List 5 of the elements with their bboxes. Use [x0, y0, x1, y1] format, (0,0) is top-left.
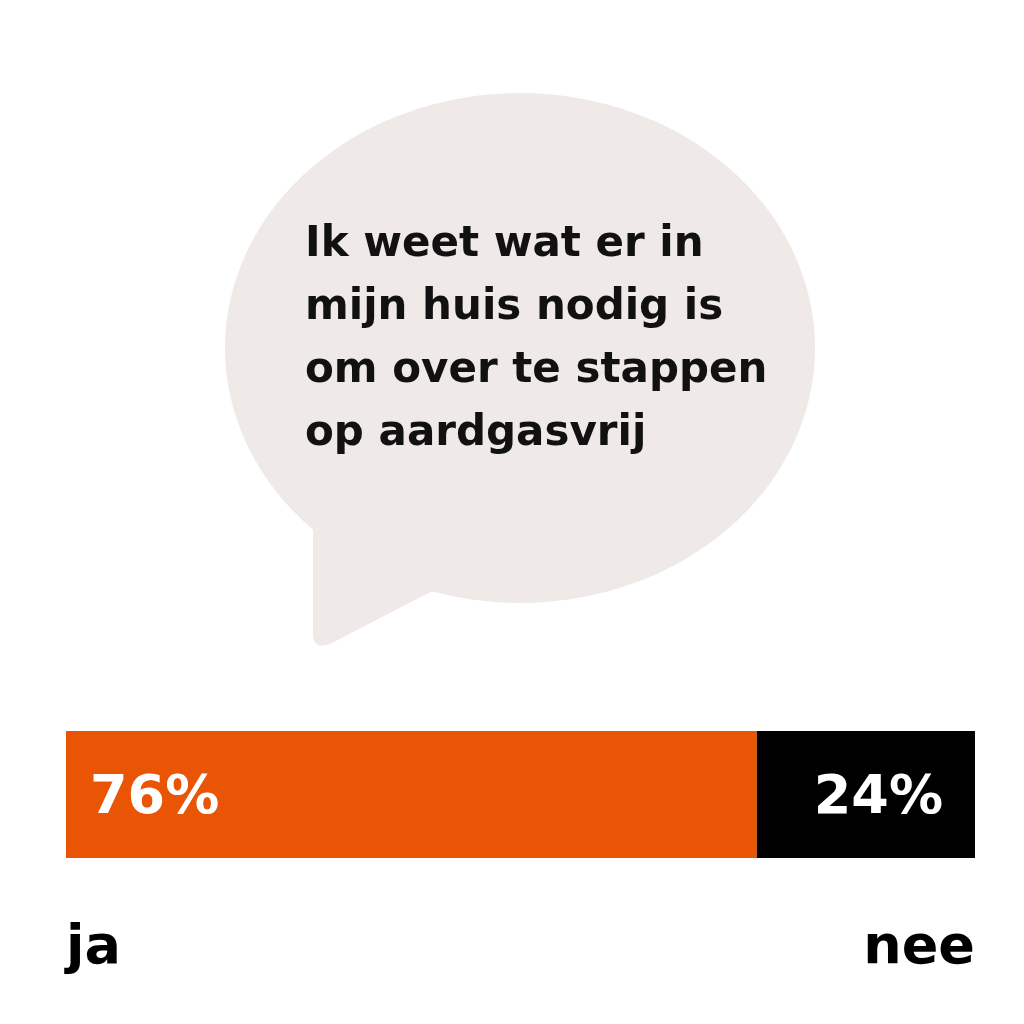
- data-label: 24%: [813, 763, 943, 827]
- series-label: nee: [863, 913, 975, 976]
- series-label: ja: [64, 913, 121, 976]
- chart-title: Ik weet wat er in mijn huis nodig is om over te stappen op aardgasvrij: [305, 217, 768, 455]
- data-label: 76%: [90, 763, 220, 827]
